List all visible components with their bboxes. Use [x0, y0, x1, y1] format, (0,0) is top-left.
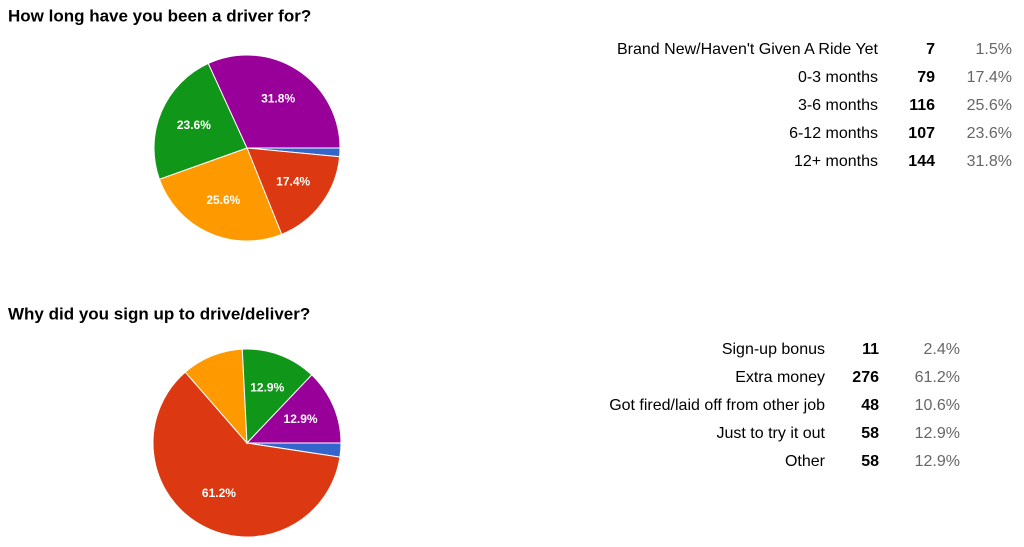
- row-percent: 31.8%: [967, 153, 1012, 170]
- slice-label: 17.4%: [276, 175, 310, 189]
- row-count: 116: [909, 97, 935, 114]
- row-count: 58: [861, 425, 879, 442]
- row-percent: 1.5%: [976, 41, 1012, 58]
- slice-label: 12.9%: [250, 381, 284, 395]
- pie-slice: [207, 54, 341, 149]
- row-count: 11: [862, 341, 879, 358]
- slice-label: 12.9%: [284, 412, 318, 426]
- row-percent: 61.2%: [915, 369, 960, 386]
- row-percent: 17.4%: [967, 69, 1012, 86]
- row-label: 0-3 months: [798, 69, 878, 86]
- pie-slice: [158, 147, 283, 242]
- row-count: 107: [908, 125, 935, 142]
- row-count: 58: [861, 453, 879, 470]
- row-percent: 10.6%: [915, 397, 960, 414]
- row-count: 276: [852, 369, 879, 386]
- row-count: 79: [917, 69, 935, 86]
- row-label: Sign-up bonus: [722, 341, 825, 358]
- slice-label: 61.2%: [202, 486, 236, 500]
- pie-slice: [246, 147, 341, 235]
- row-label: 12+ months: [794, 153, 878, 170]
- pie-slice: [152, 371, 341, 538]
- slice-label: 23.6%: [177, 118, 211, 132]
- row-count: 48: [861, 397, 879, 414]
- row-label: Extra money: [735, 369, 825, 386]
- row-label: Brand New/Haven't Given A Ride Yet: [617, 41, 879, 58]
- row-count: 144: [908, 153, 935, 170]
- row-percent: 12.9%: [915, 453, 960, 470]
- row-percent: 25.6%: [967, 97, 1012, 114]
- slice-label: 31.8%: [261, 92, 295, 106]
- row-count: 7: [926, 41, 935, 58]
- pie-slice: [241, 348, 313, 445]
- row-label: Other: [785, 453, 826, 470]
- question-title: Why did you sign up to drive/deliver?: [8, 304, 310, 323]
- pie-slice: [245, 374, 342, 444]
- row-percent: 2.4%: [924, 341, 960, 358]
- slice-label: 25.6%: [206, 193, 240, 207]
- row-label: Got fired/laid off from other job: [609, 397, 825, 414]
- question-title: How long have you been a driver for?: [8, 6, 311, 25]
- row-label: 3-6 months: [798, 97, 878, 114]
- row-percent: 12.9%: [915, 425, 960, 442]
- pie-slice: [153, 62, 248, 180]
- row-label: Just to try it out: [717, 425, 826, 442]
- row-label: 6-12 months: [789, 125, 878, 142]
- row-percent: 23.6%: [967, 125, 1012, 142]
